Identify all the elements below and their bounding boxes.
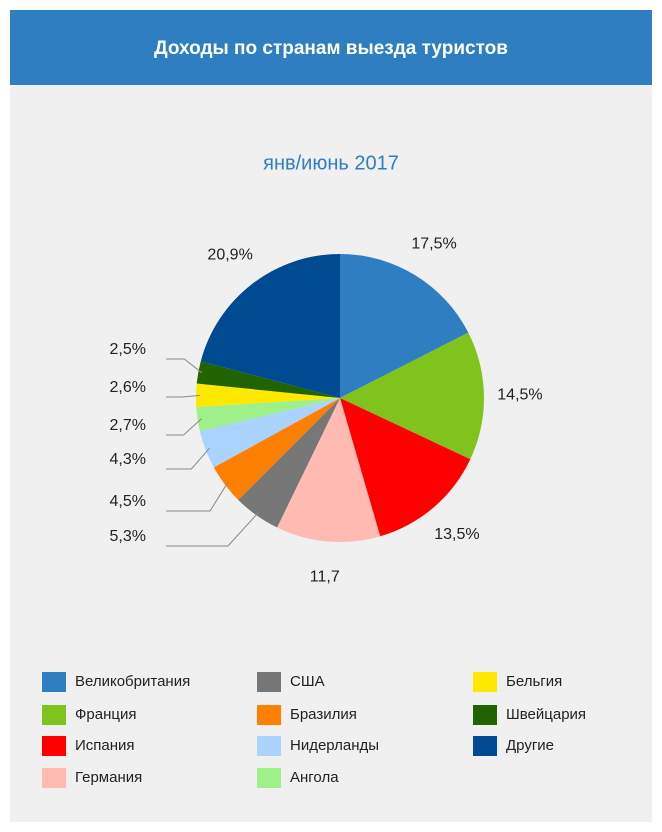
legend-swatch [473, 705, 497, 725]
data-label: 11,7 [310, 569, 340, 586]
pie-slice [196, 361, 340, 398]
legend-label: Нидерланды [290, 737, 379, 754]
leader-line [166, 394, 201, 398]
pie-slice [199, 398, 340, 468]
legend-label: Швейцария [506, 706, 586, 723]
data-label: 14,5% [497, 386, 542, 403]
data-label: 4,5% [110, 493, 146, 510]
data-label: 4,3% [110, 451, 146, 468]
pie-slice [340, 332, 484, 460]
legend-label: Франция [75, 706, 136, 723]
leader-line [166, 447, 210, 470]
data-label: 5,3% [110, 528, 146, 545]
legend-swatch [42, 705, 66, 725]
legend-swatch [473, 736, 497, 756]
legend-label: США [290, 673, 325, 690]
data-label: 13,5% [434, 526, 479, 543]
leader-line [166, 418, 202, 436]
data-label: 2,5% [110, 341, 146, 358]
legend-swatch [473, 672, 497, 692]
pie-slice [200, 254, 340, 398]
leader-line [166, 481, 229, 512]
pie-slice [340, 254, 469, 398]
legend-label: Бельгия [506, 673, 562, 690]
data-label: 17,5% [411, 236, 456, 253]
data-label: 2,6% [110, 379, 146, 396]
header [10, 10, 652, 85]
leader-line [166, 358, 203, 374]
legend-swatch [42, 736, 66, 756]
legend-swatch [42, 672, 66, 692]
pie-slice [196, 383, 340, 408]
legend-swatch [257, 768, 281, 788]
legend-label: Великобритания [75, 673, 190, 690]
pie-slice [340, 398, 471, 537]
data-label: 20,9% [207, 247, 252, 264]
legend-swatch [257, 705, 281, 725]
data-label: 2,7% [110, 417, 146, 434]
chart-subtitle: янв/июнь 2017 [263, 152, 399, 174]
legend-label: Другие [506, 737, 554, 754]
legend-label: Ангола [290, 769, 339, 786]
legend-swatch [257, 736, 281, 756]
chart-title: Доходы по странам выезда туристов [154, 38, 508, 59]
pie-slice [277, 398, 381, 542]
pie-slice [196, 398, 340, 432]
legend-label: Испания [75, 737, 135, 754]
pie-slice [213, 398, 340, 500]
legend-label: Германия [75, 769, 142, 786]
legend-swatch [42, 768, 66, 788]
legend-label: Бразилия [290, 706, 357, 723]
leader-line [166, 511, 260, 547]
pie-slice [238, 398, 340, 528]
legend-swatch [257, 672, 281, 692]
